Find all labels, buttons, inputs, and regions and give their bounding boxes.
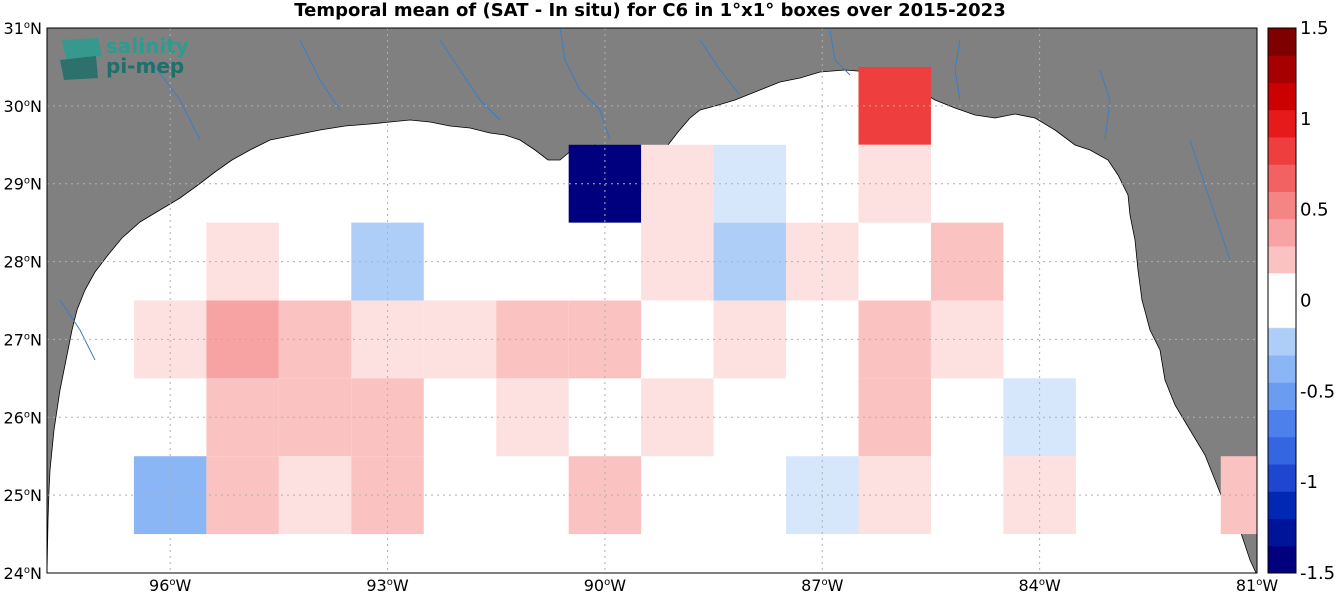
anomaly-cell [206, 300, 279, 379]
anomaly-cell [1220, 456, 1257, 535]
lat-tick-label: 30oN [4, 97, 42, 116]
colorbar-segment [1268, 82, 1296, 111]
anomaly-cell [278, 300, 352, 379]
colorbar-segment [1268, 28, 1296, 56]
axis-labels: 96oW 93oW 90oW 87oW 84oW 81oW 24oN 25oN 26oN 27oN… [4, 19, 1279, 594]
lon-tick-label: 96oW [149, 576, 191, 594]
lat-tick-label: 27oN [4, 330, 42, 349]
logo-icon [60, 38, 102, 80]
colorbar-segment [1268, 436, 1296, 465]
anomaly-cell [351, 222, 424, 301]
anomaly-cell [206, 456, 279, 535]
colorbar-tick-label: -0.5 [1300, 381, 1335, 402]
logo-text-salinity: salinity [106, 34, 189, 58]
lon-tick-label: 87oW [801, 576, 843, 594]
colorbar-tick-label: -1.5 [1300, 563, 1335, 584]
colorbar-tick-label: 1 [1300, 109, 1311, 130]
anomaly-cell [278, 378, 352, 457]
colorbar-segment [1268, 327, 1296, 356]
map-title: Temporal mean of (SAT - In situ) for C6 … [294, 0, 1006, 21]
map-area [47, 28, 1257, 573]
lon-tick-label: 84oW [1018, 576, 1060, 594]
colorbar-segment [1268, 464, 1296, 492]
graticule [47, 28, 1257, 573]
lat-tick-label: 28oN [4, 253, 42, 272]
colorbar-tick-label: -1 [1300, 472, 1318, 493]
lat-tick-label: 31oN [4, 19, 42, 38]
colorbar-segment [1268, 137, 1296, 165]
lat-tick-label: 26oN [4, 408, 42, 427]
colorbar-segment [1268, 409, 1296, 438]
colorbar-segment [1268, 218, 1296, 247]
anomaly-cell [351, 300, 424, 379]
lon-tick-label: 93oW [366, 576, 408, 594]
logo-text-pi-mep: pi-mep [106, 54, 185, 78]
colorbar-tick-label: 0.5 [1300, 200, 1329, 221]
colorbar-segment [1268, 246, 1296, 274]
lat-tick-label: 29oN [4, 175, 42, 194]
colorbar-ticks: 1.5 1 0.5 0 -0.5 -1 -1.5 [1300, 18, 1335, 584]
colorbar-tick-label: 1.5 [1300, 18, 1329, 39]
colorbar-segment [1268, 191, 1296, 220]
lon-tick-label: 90oW [584, 576, 626, 594]
map-frame [46, 27, 1258, 574]
anomaly-cell [930, 300, 1004, 379]
colorbar-segment [1268, 382, 1296, 410]
colorbar-segment [1268, 109, 1296, 138]
colorbar-tick-label: 0 [1300, 291, 1311, 312]
salinity-pi-mep-logo: salinity pi-mep [58, 34, 198, 82]
anomaly-cell [278, 456, 352, 535]
colorbar-segment [1268, 545, 1296, 574]
anomaly-cell [496, 300, 569, 379]
anomaly-cell [351, 378, 424, 457]
colorbar [1267, 27, 1297, 574]
lat-tick-label: 24oN [4, 564, 42, 583]
colorbar-segment [1268, 355, 1296, 383]
anomaly-cell [423, 300, 497, 379]
colorbar-zero-band [1268, 273, 1296, 328]
anomaly-cell [496, 378, 569, 457]
rivers [59, 28, 1231, 361]
colorbar-frame [1267, 27, 1297, 574]
anomaly-cell [206, 222, 279, 301]
colorbar-segment [1268, 55, 1296, 83]
colorbar-segment [1268, 164, 1296, 192]
lon-tick-label: 81oW [1236, 576, 1278, 594]
anomaly-cell [206, 378, 279, 457]
colorbar-segment [1268, 491, 1296, 519]
lat-tick-label: 25oN [4, 486, 42, 505]
colorbar-segment [1268, 518, 1296, 547]
anomaly-cell [930, 222, 1004, 301]
